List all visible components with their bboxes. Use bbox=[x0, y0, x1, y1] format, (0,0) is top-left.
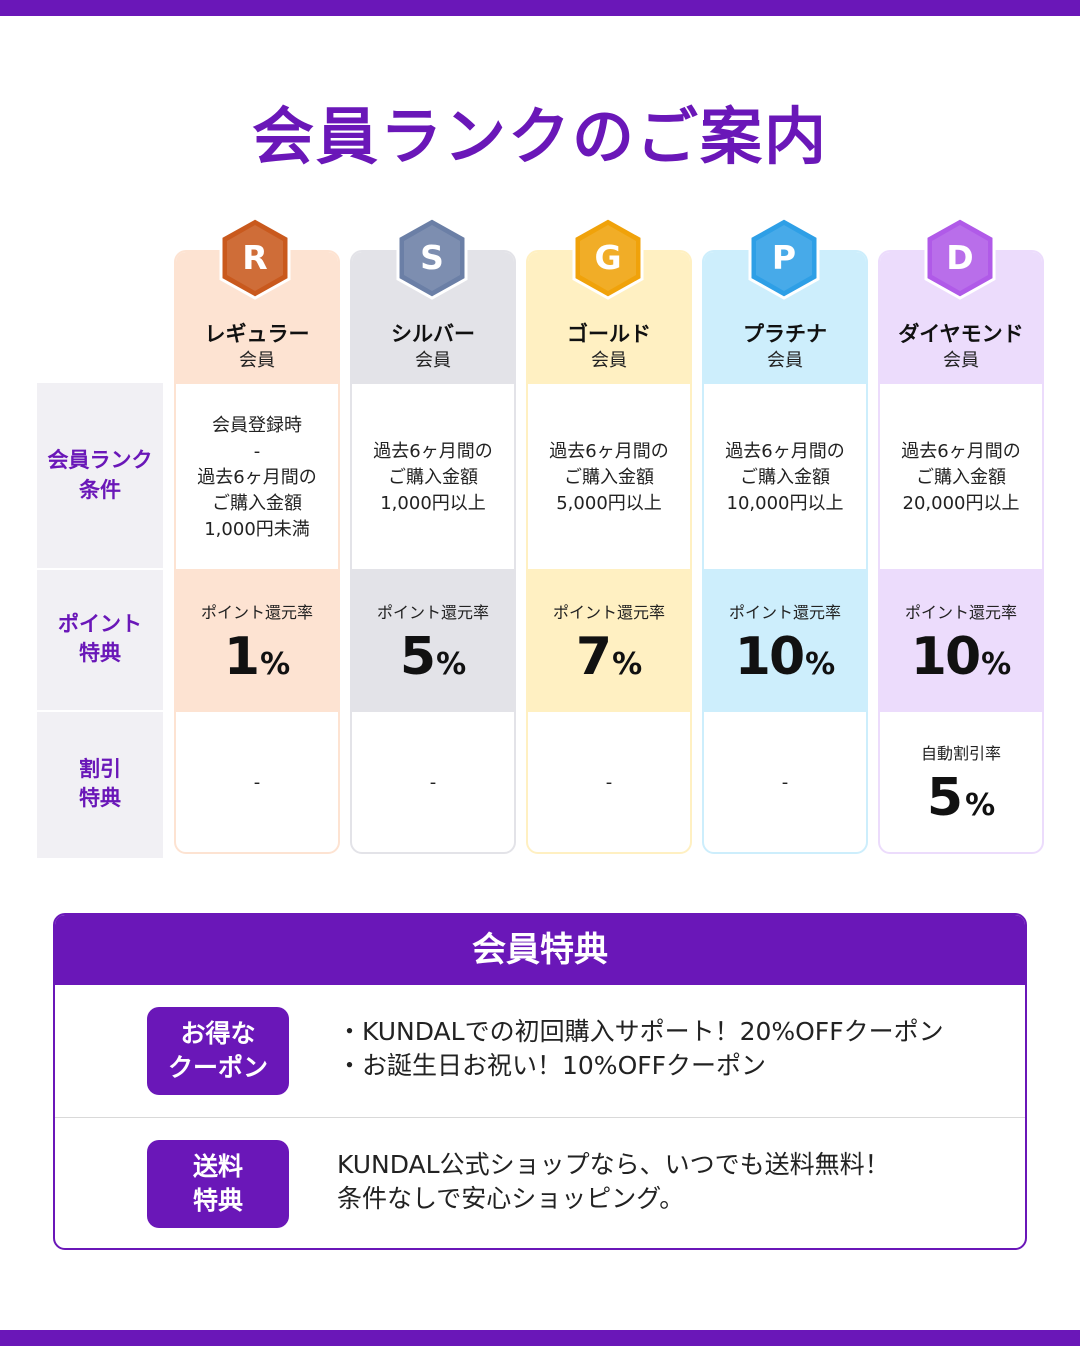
tier-discount: - bbox=[352, 712, 514, 852]
tier-condition: 過去6ヶ月間の ご購入金額 20,000円以上 bbox=[901, 440, 1021, 514]
tier-subtitle: 会員 bbox=[591, 350, 627, 371]
tier-name: レギュラー bbox=[204, 322, 310, 346]
rank-badge-icon: D bbox=[923, 216, 997, 300]
tier-discount: 自動割引率 5% bbox=[880, 712, 1042, 852]
benefits-title: 会員特典 bbox=[55, 915, 1025, 985]
discount-none: - bbox=[781, 772, 789, 793]
point-rate-label: ポイント還元率 bbox=[200, 603, 313, 622]
top-accent-bar bbox=[0, 0, 1080, 16]
tier-condition: 過去6ヶ月間の ご購入金額 10,000円以上 bbox=[725, 440, 845, 514]
tier-column-gold: ゴールド 会員 過去6ヶ月間の ご購入金額 5,000円以上 ポイント還元率 7… bbox=[526, 250, 692, 854]
bottom-accent-bar bbox=[0, 1330, 1080, 1346]
tier-points: ポイント還元率 5% bbox=[352, 569, 514, 712]
rank-badge-icon: S bbox=[395, 216, 469, 300]
row-divider bbox=[37, 710, 163, 712]
tier-points: ポイント還元率 10% bbox=[880, 569, 1042, 712]
tier-subtitle: 会員 bbox=[239, 350, 275, 371]
tier-points: ポイント還元率 10% bbox=[704, 569, 866, 712]
benefit-row-shipping: 送料 特典 KUNDAL公式ショップなら、いつでも送料無料！ 条件なしで安心ショッ… bbox=[55, 1118, 1025, 1248]
tier-name: ゴールド bbox=[567, 322, 651, 346]
point-rate-value: 5% bbox=[399, 627, 467, 687]
tier-subtitle: 会員 bbox=[943, 350, 979, 371]
page-title: 会員ランクのご案内 bbox=[251, 100, 828, 173]
discount-none: - bbox=[253, 772, 261, 793]
row-label-condition: 会員ランク 条件 bbox=[47, 448, 153, 502]
discount-rate-label: 自動割引率 bbox=[920, 744, 1001, 763]
badge-letter: D bbox=[946, 238, 974, 277]
point-rate-value: 10% bbox=[734, 627, 836, 687]
tier-condition: 過去6ヶ月間の ご購入金額 5,000円以上 bbox=[549, 440, 669, 514]
point-rate-value: 7% bbox=[575, 627, 643, 687]
row-divider bbox=[37, 568, 163, 570]
point-rate-label: ポイント還元率 bbox=[552, 603, 665, 622]
point-rate-value: 10% bbox=[910, 627, 1012, 687]
row-label-discount: 割引 特典 bbox=[79, 756, 121, 810]
benefit-divider bbox=[55, 1117, 1025, 1118]
benefit-row-coupon: お得な クーポン ・KUNDALでの初回購入サポート！20%OFFクーポン ・お誕… bbox=[55, 985, 1025, 1117]
tier-points: ポイント還元率 7% bbox=[528, 569, 690, 712]
tier-discount: - bbox=[704, 712, 866, 852]
rank-badge-icon: R bbox=[218, 216, 292, 300]
tier-points: ポイント還元率 1% bbox=[176, 569, 338, 712]
tier-discount: - bbox=[176, 712, 338, 852]
benefit-description: KUNDAL公式ショップなら、いつでも送料無料！ 条件なしで安心ショッピング。 bbox=[337, 1150, 890, 1213]
badge-letter: P bbox=[771, 238, 797, 277]
tier-column-regular: レギュラー 会員 会員登録時 - 過去6ヶ月間の ご購入金額 1,000円未満 … bbox=[174, 250, 340, 854]
badge-letter: R bbox=[242, 238, 268, 277]
benefit-tag-coupon: お得な クーポン bbox=[147, 1007, 289, 1095]
tier-name: プラチナ bbox=[743, 322, 827, 346]
row-label-column: 会員ランク 条件 ポイント 特典 割引 特典 bbox=[37, 383, 163, 858]
tier-condition: 会員登録時 - 過去6ヶ月間の ご購入金額 1,000円未満 bbox=[197, 414, 317, 540]
member-benefits-panel: 会員特典 お得な クーポン ・KUNDALでの初回購入サポート！20%OFFクーポ… bbox=[53, 913, 1027, 1250]
tier-subtitle: 会員 bbox=[767, 350, 803, 371]
rank-badge-icon: G bbox=[571, 216, 645, 300]
tier-name: シルバー bbox=[391, 322, 475, 346]
tier-column-platinum: プラチナ 会員 過去6ヶ月間の ご購入金額 10,000円以上 ポイント還元率 … bbox=[702, 250, 868, 854]
row-label-points: ポイント 特典 bbox=[58, 611, 142, 665]
tier-column-silver: シルバー 会員 過去6ヶ月間の ご購入金額 1,000円以上 ポイント還元率 5… bbox=[350, 250, 516, 854]
benefit-tag-shipping: 送料 特典 bbox=[147, 1140, 289, 1228]
point-rate-value: 1% bbox=[223, 627, 291, 687]
point-rate-label: ポイント還元率 bbox=[728, 603, 841, 622]
point-rate-label: ポイント還元率 bbox=[904, 603, 1017, 622]
rank-badge-icon: P bbox=[747, 216, 821, 300]
discount-none: - bbox=[605, 772, 613, 793]
badge-letter: S bbox=[420, 238, 444, 277]
benefit-description: ・KUNDALでの初回購入サポート！20%OFFクーポン ・お誕生日お祝い！10… bbox=[337, 1017, 944, 1080]
tier-condition: 過去6ヶ月間の ご購入金額 1,000円以上 bbox=[373, 440, 493, 514]
discount-rate-value: 5% bbox=[926, 768, 996, 828]
tier-column-diamond: ダイヤモンド 会員 過去6ヶ月間の ご購入金額 20,000円以上 ポイント還元… bbox=[878, 250, 1044, 854]
tier-name: ダイヤモンド bbox=[898, 322, 1024, 346]
point-rate-label: ポイント還元率 bbox=[376, 603, 489, 622]
discount-none: - bbox=[429, 772, 437, 793]
tier-subtitle: 会員 bbox=[415, 350, 451, 371]
tier-discount: - bbox=[528, 712, 690, 852]
badge-letter: G bbox=[594, 238, 622, 277]
